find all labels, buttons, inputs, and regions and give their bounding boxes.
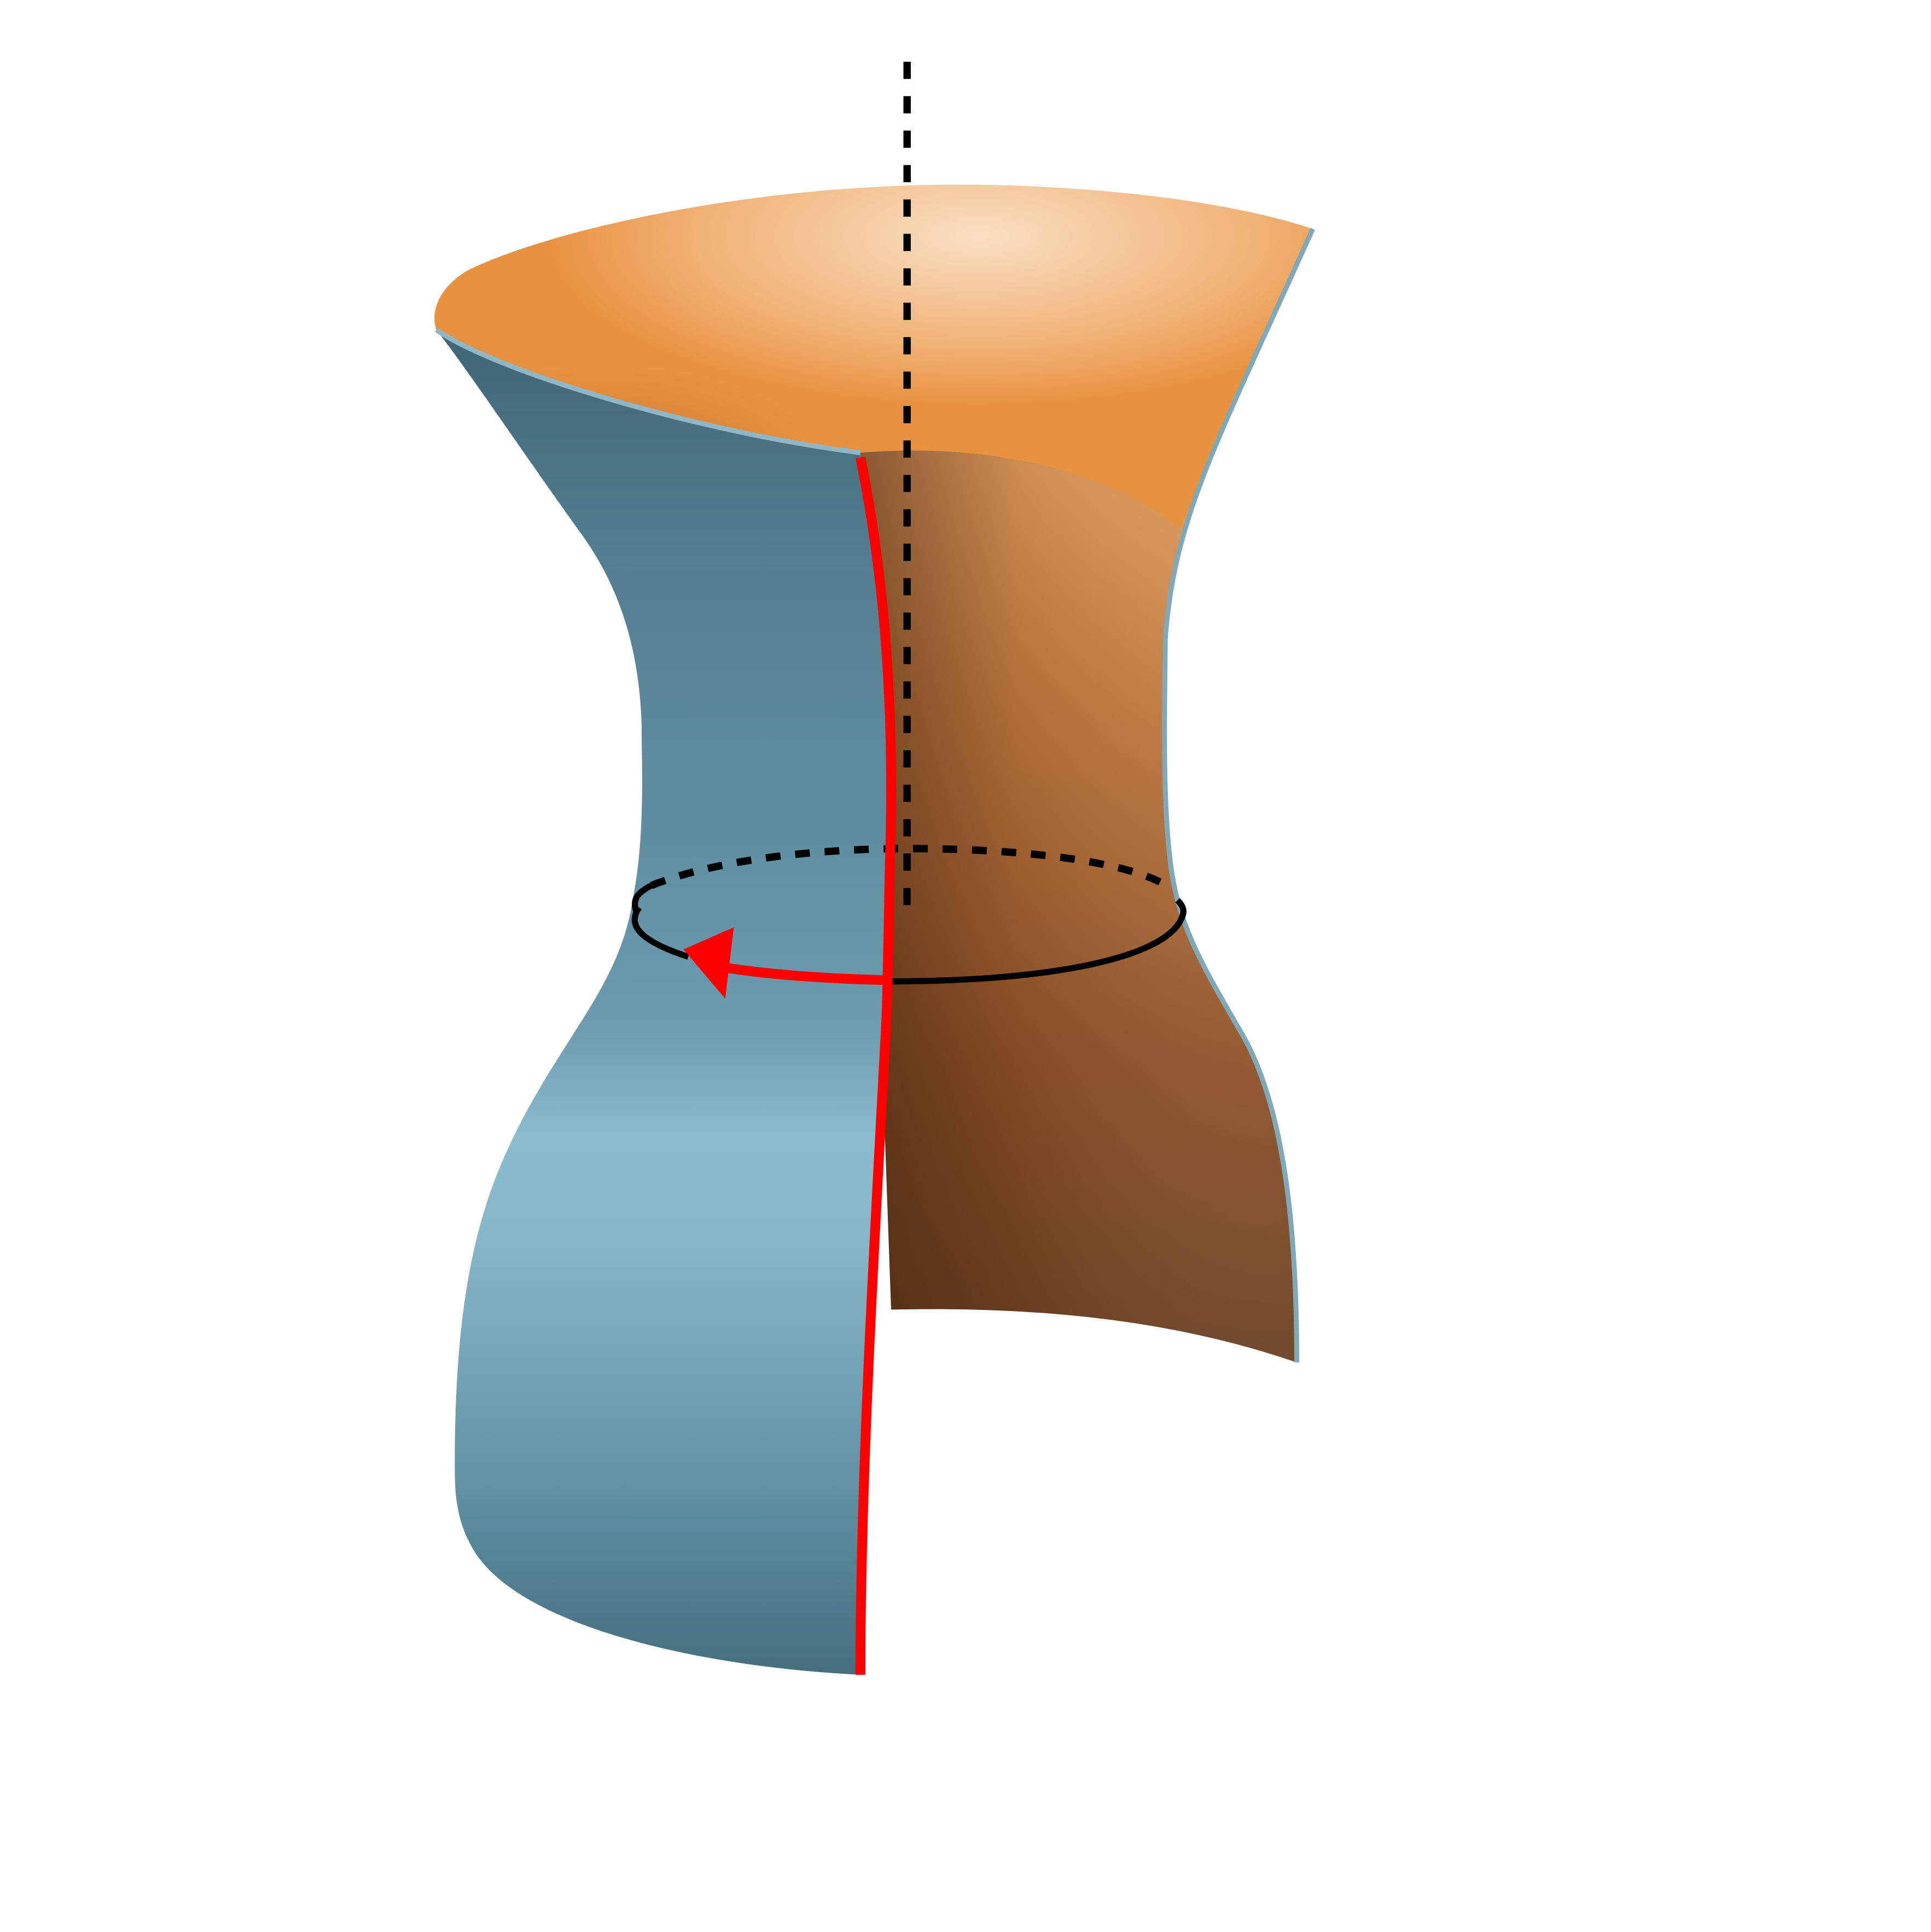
inner-rim bbox=[434, 184, 1313, 529]
outer-surface bbox=[436, 329, 892, 1675]
waist-loop-left-cap bbox=[631, 883, 653, 914]
red-generator-curve bbox=[855, 456, 897, 1675]
triangle-arrowhead-icon bbox=[683, 927, 734, 999]
red-loop-arrow-shaft bbox=[718, 961, 892, 985]
waist-loop-back bbox=[650, 845, 1172, 891]
outer-rim-edge bbox=[435, 328, 861, 455]
right-edge bbox=[1162, 228, 1315, 1363]
inner-surface-shade bbox=[860, 229, 1313, 1363]
inner-rim-shadow bbox=[436, 289, 959, 542]
waist-loop-front bbox=[631, 898, 1186, 985]
